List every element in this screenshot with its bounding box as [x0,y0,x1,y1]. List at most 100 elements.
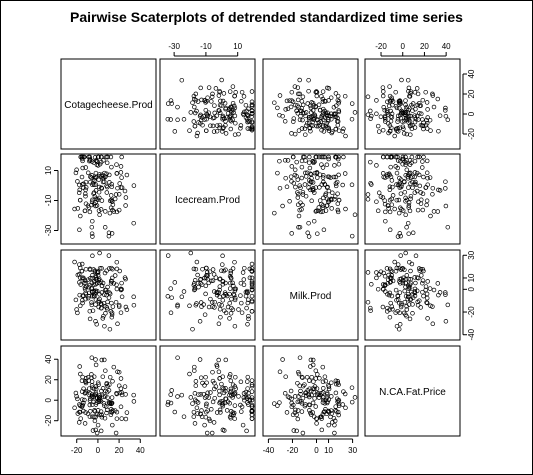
data-point [349,116,355,122]
data-point [389,154,394,160]
data-point [403,280,408,286]
data-point [169,101,174,106]
data-point [443,186,448,191]
data-point [223,396,228,401]
data-point [89,372,94,377]
data-point [310,108,316,113]
data-point [317,185,322,190]
data-point [228,378,234,384]
data-point [83,191,88,197]
data-point [290,154,296,160]
data-point [365,197,371,202]
data-point [227,390,233,395]
data-point [302,126,308,131]
data-point [333,126,339,132]
data-point [119,294,125,300]
data-point [97,195,102,201]
data-point [412,90,418,95]
data-point [309,198,314,204]
data-point [326,113,332,118]
data-point [93,288,99,294]
data-point [117,390,122,396]
data-point [131,392,136,398]
data-point [289,400,294,406]
data-point [423,122,429,128]
tick-label: 0 [96,446,101,455]
data-point [304,120,310,126]
data-point [193,383,199,388]
data-point [109,395,115,400]
data-point [323,208,329,213]
data-point [302,111,307,116]
data-point [382,107,387,113]
data-point [316,205,322,210]
data-point [300,202,305,208]
data-point [375,208,381,214]
data-point [335,209,341,215]
data-point [77,262,82,267]
data-point [113,192,119,197]
data-point [238,123,244,128]
data-point [131,399,137,404]
data-point [236,131,241,137]
data-point [403,173,408,178]
data-point [227,280,233,286]
data-point [410,101,416,106]
data-point [249,378,255,383]
tick-label: -20 [375,42,387,51]
data-point [245,126,251,131]
data-point [396,326,402,332]
data-point [216,290,221,295]
data-point [104,190,110,195]
data-point [73,170,79,176]
data-point [80,165,85,171]
data-point [296,369,301,375]
data-point [241,395,247,400]
data-point [181,414,187,419]
data-point [240,111,246,117]
data-point [241,277,247,282]
data-point [230,117,235,123]
data-point [397,231,403,236]
data-point [410,291,415,297]
data-point [94,411,100,417]
data-point [98,428,104,434]
data-point [118,404,124,410]
data-point [326,86,332,91]
data-point [309,374,314,380]
data-point [82,397,87,403]
data-point [389,178,395,183]
data-point [93,357,98,362]
data-point [285,106,291,112]
data-point [118,310,124,315]
data-point [401,131,407,136]
panel-border [60,345,157,437]
data-point [400,208,406,213]
data-point [223,357,229,363]
data-point [376,129,382,134]
data-point [247,266,253,272]
data-point [425,175,430,181]
data-point [369,282,374,287]
data-point [336,161,342,167]
data-point [406,205,411,210]
data-point [229,296,234,302]
data-point [283,107,288,112]
data-point [222,290,228,295]
data-point [289,164,295,169]
data-point [383,117,388,122]
data-point [104,160,110,166]
data-point [220,113,226,119]
data-point [232,286,237,292]
data-point [425,316,430,321]
data-point [228,275,234,280]
data-point [332,194,338,199]
data-point [109,300,114,306]
data-point [389,125,394,130]
data-point [394,298,399,303]
data-point [109,184,115,190]
data-point [445,224,451,230]
tick-label: -30 [44,224,53,236]
data-point [288,388,294,394]
data-point [223,291,228,297]
